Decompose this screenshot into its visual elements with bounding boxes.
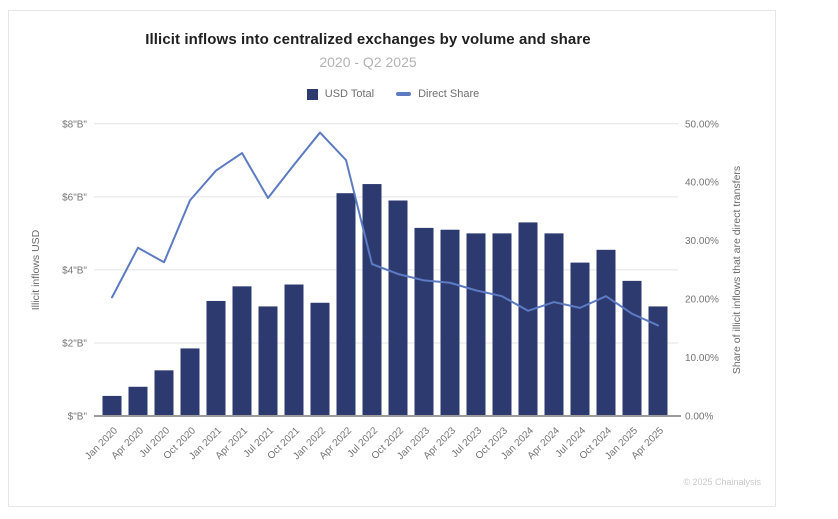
left-axis-tick-label: $4"B" <box>62 265 87 276</box>
bar <box>544 233 564 416</box>
left-axis-title: Illicit inflows USD <box>30 229 42 310</box>
copyright-text: © 2025 Chainalysis <box>683 477 761 487</box>
right-axis-tick-label: 50.00% <box>685 119 719 130</box>
chart-canvas: $"B" $2"B" $4"B" $6"B" $8"B" 0.00% 10.00% 20.00… <box>30 119 743 462</box>
bar <box>206 300 226 416</box>
legend-label-direct-share: Direct Share <box>418 88 480 100</box>
right-axis-tick-label: 40.00% <box>685 178 719 189</box>
bar <box>258 306 278 416</box>
bar <box>180 348 200 416</box>
bar <box>336 193 356 416</box>
bar <box>518 222 538 416</box>
bar <box>128 386 148 416</box>
right-axis-tick-label: 10.00% <box>685 353 719 364</box>
bar <box>284 284 304 416</box>
bar <box>388 200 408 416</box>
bar <box>310 302 330 416</box>
left-axis-tick-label: $8"B" <box>62 119 87 130</box>
right-axis-title: Share of illicit inflows that are direct… <box>731 166 743 374</box>
bar <box>596 249 616 416</box>
usd-total-swatch-icon <box>306 88 318 100</box>
right-axis-tick-label: 20.00% <box>685 295 719 306</box>
bar <box>232 286 252 416</box>
bar <box>466 233 486 416</box>
bar <box>648 306 668 416</box>
bar <box>440 229 460 416</box>
left-axis-tick-label: $2"B" <box>62 338 87 349</box>
chart-title: Illicit inflows into centralized exchang… <box>145 31 591 48</box>
right-axis-tick-label: 0.00% <box>685 412 713 423</box>
legend-item-usd-total: USD Total <box>306 88 375 100</box>
bar <box>570 262 590 416</box>
chart-subtitle: 2020 - Q2 2025 <box>319 54 417 70</box>
left-axis-tick-label: $6"B" <box>62 192 87 203</box>
legend-item-direct-share: Direct Share <box>396 88 479 100</box>
direct-share-swatch-icon <box>396 92 412 96</box>
legend-label-usd-total: USD Total <box>324 88 375 100</box>
bar <box>102 395 122 416</box>
bar <box>414 227 434 416</box>
bar <box>492 233 512 416</box>
bar <box>362 184 382 416</box>
direct-share-line <box>111 131 659 327</box>
bar <box>154 370 174 416</box>
chart-card: Illicit inflows into centralized exchang… <box>8 10 776 507</box>
right-axis-tick-label: 30.00% <box>685 236 719 247</box>
legend: USD Total Direct Share <box>9 88 777 100</box>
left-axis-tick-label: $"B" <box>68 412 88 423</box>
bar <box>622 280 642 416</box>
